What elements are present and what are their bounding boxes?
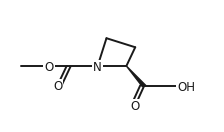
Polygon shape: [126, 66, 146, 87]
Text: O: O: [44, 61, 54, 74]
Text: O: O: [53, 80, 62, 93]
Text: N: N: [93, 61, 102, 74]
Text: O: O: [131, 100, 140, 113]
Text: OH: OH: [177, 81, 195, 94]
